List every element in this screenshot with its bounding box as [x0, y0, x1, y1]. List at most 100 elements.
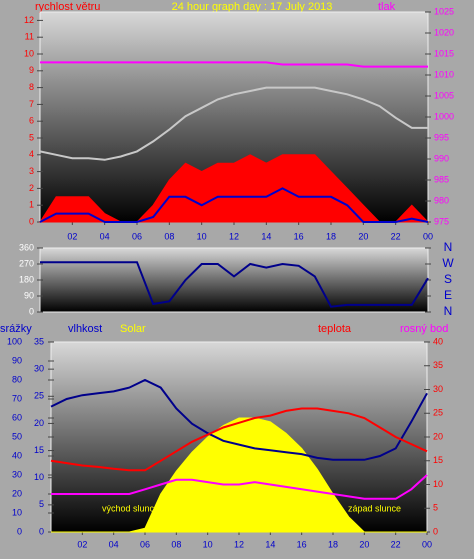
y-tick-label: 10	[34, 472, 44, 482]
x-tick-label: 20	[359, 539, 369, 549]
y-tick-label: 50	[12, 431, 22, 441]
x-tick-label: 04	[100, 231, 110, 241]
y-tick-label: 5	[433, 503, 438, 513]
area	[51, 417, 427, 533]
x-tick-label: 04	[109, 539, 119, 549]
x-tick-label: 10	[197, 231, 207, 241]
x-tick-label: 06	[132, 231, 142, 241]
x-tick-label: 00	[423, 231, 433, 241]
x-tick-label: 14	[261, 231, 271, 241]
y-tick-label: 12	[24, 15, 34, 25]
x-tick-label: 22	[391, 539, 401, 549]
x-tick-label: 10	[203, 539, 213, 549]
annotation: východ slunce	[102, 503, 159, 513]
y-tick-label: 8	[29, 82, 34, 92]
axis-label: srážky	[0, 323, 32, 335]
y-tick-label: 90	[24, 290, 34, 300]
y-tick-label: 35	[34, 336, 44, 346]
y-tick-label: 1015	[434, 48, 454, 58]
line	[39, 86, 428, 161]
line	[50, 378, 428, 461]
x-tick-label: 22	[391, 231, 401, 241]
y-tick-label: 30	[34, 364, 44, 374]
line	[51, 474, 428, 500]
y-tick-label: 90	[12, 355, 22, 365]
y-tick-label: 3	[29, 166, 34, 176]
x-tick-label: 12	[229, 231, 239, 241]
y-tick-label: 990	[434, 153, 449, 163]
x-tick-label: 18	[328, 539, 338, 549]
y-tick-label: 1010	[434, 69, 454, 79]
y-tick-label: 60	[12, 412, 22, 422]
y-tick-label: 985	[434, 174, 449, 184]
y-tick-label: W	[442, 256, 454, 270]
y-tick-label: 1	[29, 200, 34, 210]
area	[39, 154, 430, 223]
y-tick-label: 360	[19, 242, 34, 252]
y-tick-label: 270	[19, 258, 34, 268]
y-tick-label: 20	[12, 488, 22, 498]
y-tick-label: 15	[433, 455, 443, 465]
annotation: západ slunce	[348, 503, 401, 513]
x-tick-label: 02	[77, 539, 87, 549]
x-tick-label: 02	[67, 231, 77, 241]
x-tick-label: 20	[358, 231, 368, 241]
chart-title: 24 hour graph day : 17 July 2013	[172, 1, 333, 13]
y-tick-label: 1025	[434, 6, 454, 16]
y-tick-label: 975	[434, 216, 449, 226]
y-tick-label: 30	[12, 469, 22, 479]
legend-label: Solar	[120, 323, 146, 335]
y-tick-label: 0	[17, 526, 22, 536]
y-tick-label: 70	[12, 393, 22, 403]
y-tick-label: 35	[433, 360, 443, 370]
y-tick-label: 80	[12, 374, 22, 384]
y-tick-label: 40	[12, 450, 22, 460]
axis-label: rychlost větru	[35, 1, 100, 13]
y-tick-label: 11	[25, 32, 34, 42]
y-tick-label: 7	[29, 99, 34, 109]
x-tick-label: 14	[265, 539, 275, 549]
y-tick-label: 1005	[434, 90, 454, 100]
y-tick-label: 180	[19, 274, 34, 284]
y-tick-label: 0	[29, 216, 34, 226]
y-tick-label: 1000	[434, 111, 454, 121]
axis-label: tlak	[378, 1, 396, 13]
y-tick-label: N	[444, 304, 453, 318]
y-tick-label: 995	[434, 132, 449, 142]
y-tick-label: E	[444, 288, 452, 302]
y-tick-label: 0	[29, 306, 34, 316]
axis-label: teplota	[318, 323, 352, 335]
x-tick-label: 16	[294, 231, 304, 241]
y-tick-label: 0	[39, 526, 44, 536]
y-tick-label: 40	[433, 336, 443, 346]
y-tick-label: 1020	[434, 27, 454, 37]
y-tick-label: 20	[433, 431, 443, 441]
y-tick-label: 5	[29, 132, 34, 142]
y-tick-label: 10	[24, 48, 34, 58]
y-tick-label: 10	[12, 507, 22, 517]
line	[50, 407, 428, 472]
x-tick-label: 08	[164, 231, 174, 241]
plot-background	[39, 247, 429, 313]
y-tick-label: 980	[434, 195, 449, 205]
y-tick-label: 15	[34, 445, 44, 455]
y-tick-label: 0	[433, 526, 438, 536]
y-tick-label: 5	[39, 499, 44, 509]
x-tick-label: 06	[140, 539, 150, 549]
y-tick-label: 9	[29, 65, 34, 75]
y-tick-label: 30	[433, 384, 443, 394]
y-tick-label: 25	[433, 408, 443, 418]
y-tick-label: 100	[7, 336, 22, 346]
line	[39, 187, 429, 223]
y-tick-label: 2	[29, 183, 34, 193]
y-tick-label: S	[444, 272, 452, 286]
y-tick-label: 10	[433, 479, 443, 489]
line	[40, 61, 428, 68]
x-tick-label: 12	[234, 539, 244, 549]
axis-label: vlhkost	[68, 323, 102, 335]
x-tick-label: 00	[422, 539, 432, 549]
x-tick-label: 18	[326, 231, 336, 241]
line	[40, 261, 429, 308]
y-tick-label: 20	[34, 418, 44, 428]
